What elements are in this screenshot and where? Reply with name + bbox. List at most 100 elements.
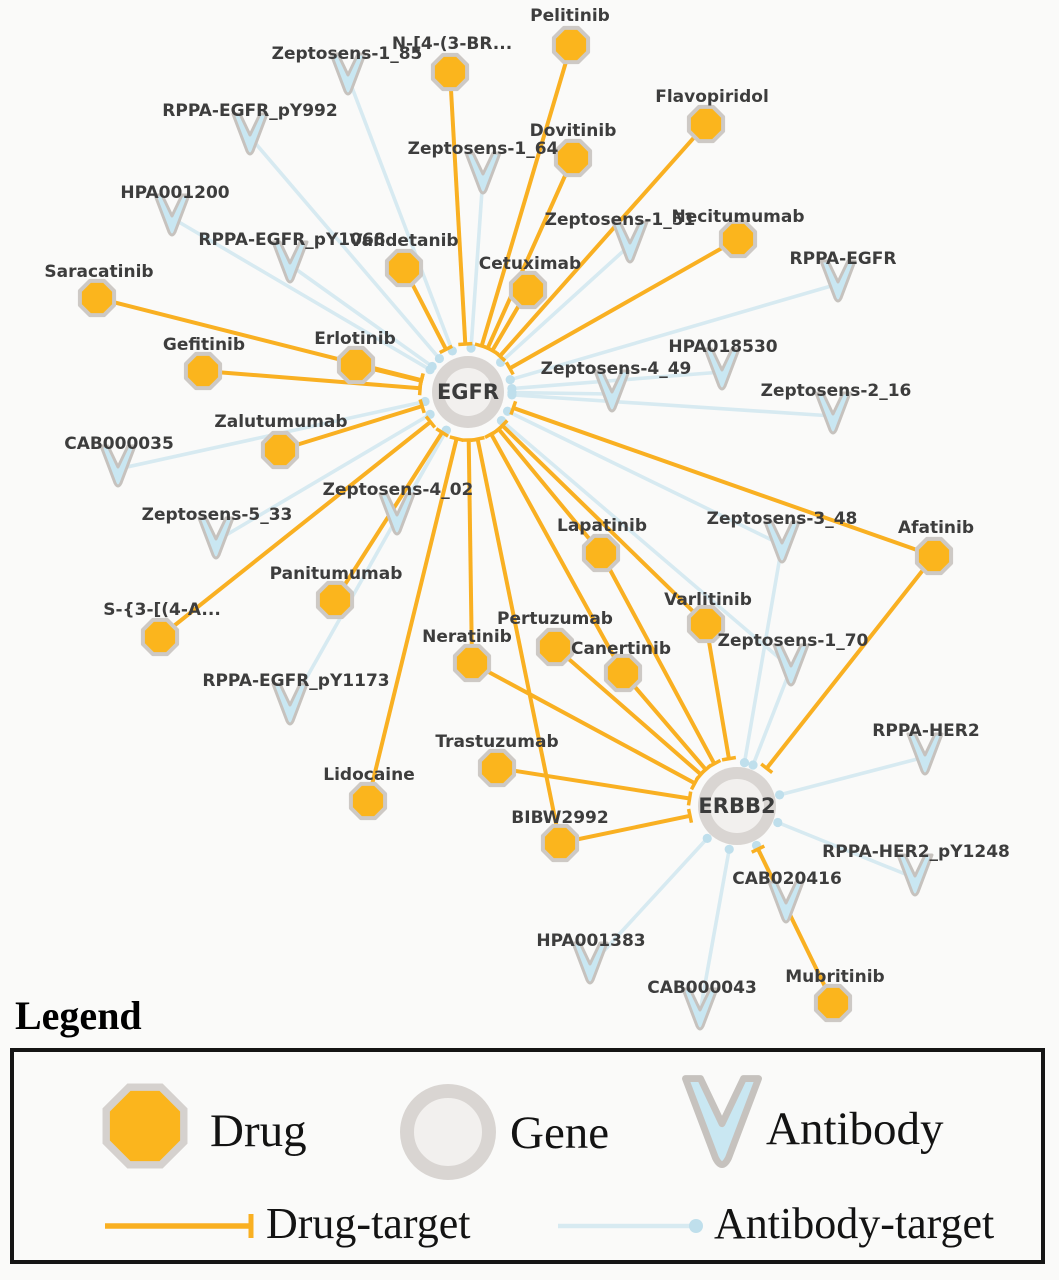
antibody-node-zeptosens-1-64[interactable] (464, 151, 502, 195)
drug-node-pelitinib[interactable] (551, 25, 591, 65)
drug-target-edge-erbb2-pertuzumab (553, 645, 707, 781)
network-canvas: EGFR ERBB2 Pelitinib N-[4-(3-BR... Flavopiri… (44, 6, 1010, 1031)
drug-node-cetuximab[interactable] (508, 270, 548, 310)
antibody-node-zeptosens-3-48[interactable] (763, 520, 801, 564)
drug-target-edge-egfr-flavopiridol (493, 122, 708, 363)
antibody-node-hpa018530[interactable] (703, 347, 741, 391)
node-label-mubritinib: Mubritinib (785, 967, 884, 987)
antibody-node-zeptosens-5-33[interactable] (197, 516, 235, 560)
legend-antibody-target-label: Antibody-target (714, 1199, 995, 1248)
gene-node-erbb2[interactable] (698, 767, 776, 845)
antibody-node-rppa-egfr-py1068[interactable] (271, 240, 309, 284)
antibody-target-line-icon (558, 1219, 703, 1233)
drug-target-edge-egfr-afatinib (509, 400, 935, 558)
drug-node-lidocaine[interactable] (348, 781, 388, 821)
drug-node-gefitinib[interactable] (183, 351, 223, 391)
drug-target-edge-egfr-varlitinib (496, 419, 708, 626)
drug-node-flavopiridol[interactable] (686, 104, 726, 144)
drug-target-edge-egfr-n-4-3-br (448, 71, 473, 347)
drug-node-erlotinib[interactable] (336, 345, 376, 385)
antibody-target-edge-erbb2-rppa-her2 (774, 755, 926, 800)
node-label-gefitinib: Gefitinib (163, 335, 245, 355)
antibody-target-edge-erbb2-cab000043 (698, 844, 734, 1013)
node-label-cab020416: CAB020416 (732, 869, 842, 889)
node-label-varlitinib: Varlitinib (664, 590, 752, 610)
node-label-rppa-egfr-py992: RPPA-EGFR_pY992 (162, 101, 337, 121)
antibody-node-cab000035[interactable] (99, 444, 137, 488)
drug-node-varlitinib[interactable] (686, 604, 726, 644)
antibody-node-hpa001383[interactable] (571, 941, 609, 985)
drug-node-canertinib[interactable] (603, 653, 643, 693)
drug-node-neratinib[interactable] (452, 643, 492, 683)
drug-node-lapatinib[interactable] (581, 533, 621, 573)
node-label-zalutumumab: Zalutumumab (214, 412, 347, 432)
drug-node-necitumumab[interactable] (718, 219, 758, 259)
drug-target-edge-egfr-lidocaine (366, 435, 464, 802)
antibody-node-zeptosens-4-02[interactable] (378, 492, 416, 536)
drug-node-bibw2992[interactable] (540, 823, 580, 863)
drug-node-panitumumab[interactable] (315, 580, 355, 620)
drug-node-vandetanib[interactable] (384, 248, 424, 288)
antibody-target-edge-erbb2-zeptosens-3-48 (739, 544, 784, 768)
drug-node-mubritinib[interactable] (813, 983, 853, 1023)
node-label-flavopiridol: Flavopiridol (655, 87, 769, 107)
node-label-hpa001200: HPA001200 (120, 183, 229, 203)
node-label-afatinib: Afatinib (898, 518, 974, 538)
drug-octagon-icon (102, 1083, 188, 1169)
drug-node-n-4-3-br[interactable] (430, 52, 470, 92)
antibody-node-cab020416[interactable] (767, 880, 805, 924)
node-label-saracatinib: Saracatinib (44, 262, 153, 282)
node-label-n-4-3-br: N-[4-(3-BR... (392, 34, 512, 54)
drug-target-edge-erbb2-varlitinib (704, 623, 737, 762)
antibody-node-rppa-egfr-py1173[interactable] (271, 682, 309, 726)
node-label-zeptosens-5-33: Zeptosens-5_33 (142, 505, 293, 525)
node-label-rppa-egfr-py1068: RPPA-EGFR_pY1068 (198, 230, 385, 250)
node-label-dovitinib: Dovitinib (530, 121, 617, 141)
drug-target-edge-egfr-canertinib (484, 429, 625, 674)
antibody-node-zeptosens-1-70[interactable] (772, 643, 810, 687)
antibody-node-zeptosens-2-16[interactable] (814, 391, 852, 435)
antibody-node-rppa-her2-py1248[interactable] (896, 853, 934, 897)
drug-node-afatinib[interactable] (914, 536, 954, 576)
legend-antibody-label: Antibody (766, 1103, 944, 1155)
drug-target-edge-egfr-necitumumab (504, 237, 739, 376)
antibody-node-rppa-egfr[interactable] (819, 259, 857, 303)
antibody-node-rppa-egfr-py992[interactable] (231, 112, 269, 156)
node-label-cetuximab: Cetuximab (479, 254, 581, 274)
drug-node-zalutumumab[interactable] (260, 430, 300, 470)
antibody-chevron-icon (682, 1075, 762, 1168)
antibody-target-edge-egfr-zeptosens-2-16 (507, 390, 834, 418)
antibody-target-edge-egfr-rppa-egfr (505, 282, 839, 385)
drug-node-saracatinib[interactable] (77, 278, 117, 318)
node-label-neratinib: Neratinib (422, 627, 512, 647)
gene-circle-icon (400, 1084, 496, 1180)
drug-node-trastuzumab[interactable] (477, 748, 517, 788)
antibody-node-zeptosens-1-85[interactable] (329, 52, 367, 96)
drug-node-dovitinib[interactable] (553, 138, 593, 178)
node-label-vandetanib: Vandetanib (349, 231, 458, 251)
drug-target-edge-erbb2-bibw2992 (559, 808, 694, 845)
antibody-target-edge-erbb2-hpa001383 (588, 833, 712, 968)
antibody-node-zeptosens-4-49[interactable] (593, 369, 631, 413)
node-label-rppa-egfr: RPPA-EGFR (790, 249, 897, 269)
antibody-node-rppa-her2[interactable] (906, 732, 944, 776)
drug-node-pertuzumab[interactable] (535, 627, 575, 667)
node-label-zeptosens-1-70: Zeptosens-1_70 (718, 631, 869, 651)
legend-box: Drug Gene Antibody Drug-target Antibody-… (10, 1048, 1045, 1264)
node-label-canertinib: Canertinib (571, 639, 671, 659)
antibody-target-edge-erbb2-zeptosens-1-70 (748, 667, 793, 770)
node-label-cab000043: CAB000043 (647, 978, 757, 998)
gene-node-label-egfr: EGFR (437, 380, 499, 404)
gene-node-egfr[interactable] (432, 356, 504, 428)
gene-node-label-erbb2: ERBB2 (698, 794, 775, 818)
antibody-node-cab000043[interactable] (681, 987, 719, 1031)
drug-target-edge-egfr-s-3-4-a (158, 415, 437, 639)
antibody-target-edge-egfr-rppa-egfr-py1068 (288, 263, 437, 372)
drug-node-s-3-4-a[interactable] (140, 617, 180, 657)
antibody-node-zeptosens-1-51[interactable] (611, 220, 649, 264)
node-label-bibw2992: BIBW2992 (511, 808, 608, 828)
antibody-node-hpa001200[interactable] (153, 193, 191, 237)
node-label-rppa-egfr-py1173: RPPA-EGFR_pY1173 (202, 671, 389, 691)
node-label-zeptosens-1-64: Zeptosens-1_64 (408, 139, 559, 159)
